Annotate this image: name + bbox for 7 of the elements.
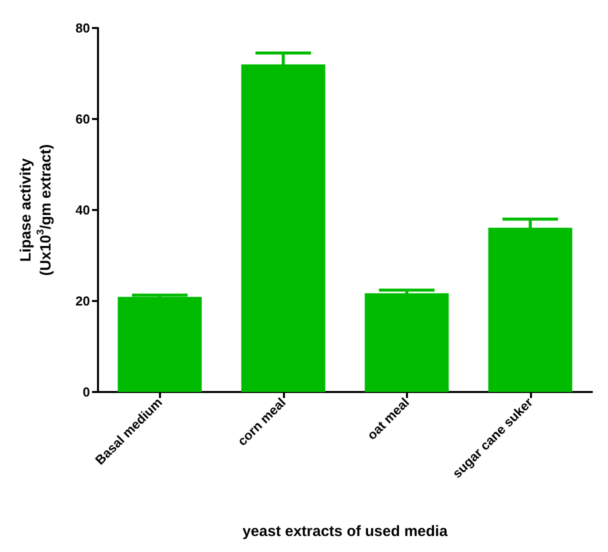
y-tick-label: 40: [76, 202, 90, 218]
y-tick-label: 0: [82, 384, 90, 400]
y-tick-label: 60: [76, 112, 90, 126]
y-tick-label: 80: [76, 20, 90, 36]
bar: [118, 296, 202, 392]
y-tick-label: 20: [76, 294, 90, 308]
x-axis-title: yeast extracts of used media: [242, 523, 448, 540]
